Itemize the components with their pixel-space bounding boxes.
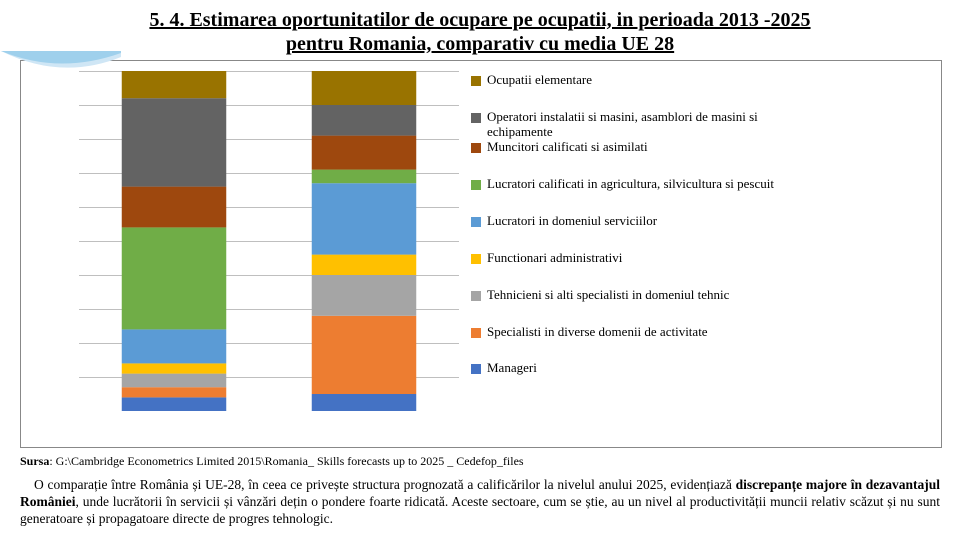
- legend-swatch: [471, 113, 481, 123]
- legend-label: echipamente: [487, 125, 931, 140]
- legend-item: Manageri: [471, 361, 931, 376]
- decorative-swoosh: [1, 51, 121, 85]
- legend-item: Functionari administrativi: [471, 251, 931, 266]
- title-line-1: 5. 4. Estimarea oportunitatilor de ocupa…: [149, 9, 810, 31]
- legend-item: Ocupatii elementare: [471, 73, 931, 88]
- legend-swatch: [471, 180, 481, 190]
- chart-legend: Ocupatii elementare Operatori instalatii …: [471, 73, 931, 398]
- legend-label: Lucratori in domeniul serviciilor: [487, 214, 931, 229]
- source-label: Sursa: [20, 454, 49, 468]
- legend-label: Lucratori calificati in agricultura, sil…: [487, 177, 931, 192]
- legend-swatch: [471, 254, 481, 264]
- legend-swatch: [471, 328, 481, 338]
- para-post: , unde lucrătorii în servicii și vânzări…: [20, 494, 940, 526]
- legend-item-continuation: echipamente: [471, 125, 931, 140]
- source-text: : G:\Cambridge Econometrics Limited 2015…: [49, 454, 523, 468]
- legend-item: Tehnicieni si alti specialisti in domeni…: [471, 288, 931, 303]
- para-pre: O comparație între România și UE-28, în …: [34, 477, 736, 492]
- source-line: Sursa: G:\Cambridge Econometrics Limited…: [20, 454, 940, 469]
- legend-item: Specialisti in diverse domenii de activi…: [471, 325, 931, 340]
- body-paragraph: O comparație între România și UE-28, în …: [20, 477, 940, 528]
- chart-container: 0%10%20%30%40%50%60%70%80%90%100%Romania…: [20, 60, 942, 448]
- legend-label: Specialisti in diverse domenii de activi…: [487, 325, 931, 340]
- legend-swatch: [471, 143, 481, 153]
- legend-item: Operatori instalatii si masini, asamblor…: [471, 110, 931, 125]
- legend-item: Lucratori in domeniul serviciilor: [471, 214, 931, 229]
- legend-label: Muncitori calificati si asimilati: [487, 140, 931, 155]
- legend-label: Functionari administrativi: [487, 251, 931, 266]
- title-line-2: pentru Romania, comparativ cu media UE 2…: [286, 33, 674, 55]
- legend-item: Lucratori calificati in agricultura, sil…: [471, 177, 931, 192]
- legend-label: Tehnicieni si alti specialisti in domeni…: [487, 288, 931, 303]
- legend-item: Muncitori calificati si asimilati: [471, 140, 931, 155]
- legend-swatch: [471, 76, 481, 86]
- page-title: 5. 4. Estimarea oportunitatilor de ocupa…: [20, 8, 940, 56]
- legend-swatch: [471, 364, 481, 374]
- legend-swatch: [471, 128, 481, 138]
- legend-swatch: [471, 291, 481, 301]
- stacked-bar-chart: 0%10%20%30%40%50%60%70%80%90%100%Romania…: [79, 71, 459, 411]
- legend-swatch: [471, 217, 481, 227]
- legend-label: Operatori instalatii si masini, asamblor…: [487, 110, 931, 125]
- legend-label: Manageri: [487, 361, 931, 376]
- legend-label: Ocupatii elementare: [487, 73, 931, 88]
